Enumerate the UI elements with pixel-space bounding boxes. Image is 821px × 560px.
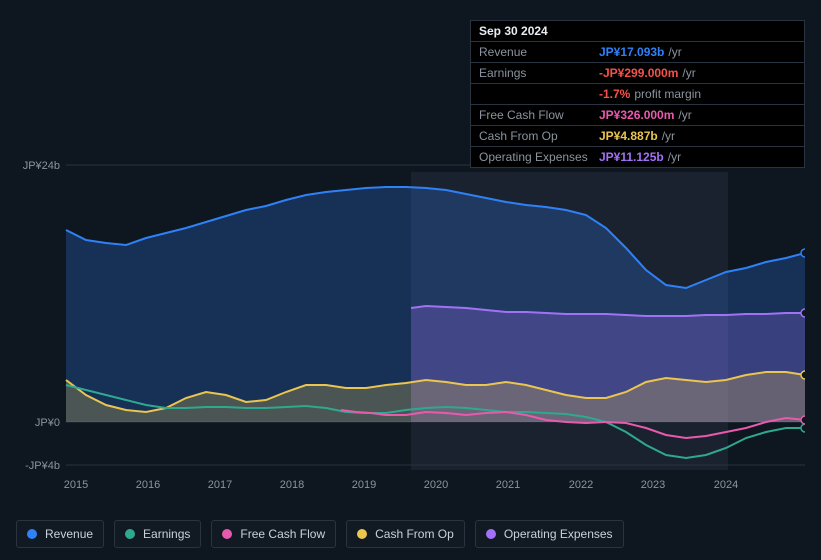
x-axis-label: 2024 [714,479,738,491]
legend-swatch [27,529,37,539]
legend-swatch [125,529,135,539]
x-axis-label: 2020 [424,479,448,491]
tooltip-row: Cash From OpJP¥4.887b/yr [471,126,804,147]
tooltip-row-value: -JP¥299.000m [599,66,678,80]
chart-legend: Revenue Earnings Free Cash Flow Cash From O… [16,520,624,548]
tooltip-row-suffix: /yr [668,45,681,59]
series-end-marker-cash-from-op [801,371,805,379]
data-tooltip: Sep 30 2024 RevenueJP¥17.093b/yrEarnings… [470,20,805,168]
tooltip-row-value: JP¥326.000m [599,108,674,122]
x-axis-label: 2016 [136,479,160,491]
legend-label: Operating Expenses [504,527,613,541]
financial-chart: JP¥24b JP¥0 -JP¥4b 2015 2016 2017 2018 2019 2020… [16,160,805,500]
x-axis-label: 2015 [64,479,88,491]
tooltip-row-suffix: /yr [678,108,691,122]
tooltip-row-value: JP¥4.887b [599,129,658,143]
legend-item-cash-from-op[interactable]: Cash From Op [346,520,465,548]
legend-swatch [222,529,232,539]
tooltip-row-label [479,87,599,101]
legend-item-operating-expenses[interactable]: Operating Expenses [475,520,624,548]
tooltip-row-label: Free Cash Flow [479,108,599,122]
x-axis-label: 2017 [208,479,232,491]
tooltip-row: RevenueJP¥17.093b/yr [471,42,804,63]
tooltip-row-value: JP¥17.093b [599,45,664,59]
legend-label: Free Cash Flow [240,527,325,541]
legend-swatch [357,529,367,539]
tooltip-row-suffix: /yr [668,150,681,164]
x-axis-label: 2023 [641,479,665,491]
series-end-marker-free-cash-flow [801,416,805,424]
tooltip-row-label: Cash From Op [479,129,599,143]
tooltip-row: Earnings-JP¥299.000m/yr [471,63,804,84]
series-end-marker-earnings [801,424,805,432]
legend-item-free-cash-flow[interactable]: Free Cash Flow [211,520,336,548]
tooltip-row-suffix: profit margin [634,87,701,101]
legend-swatch [486,529,496,539]
tooltip-row: Free Cash FlowJP¥326.000m/yr [471,105,804,126]
legend-label: Earnings [143,527,190,541]
tooltip-row-label: Revenue [479,45,599,59]
legend-label: Cash From Op [375,527,454,541]
tooltip-row-suffix: /yr [682,66,695,80]
chart-container: JP¥24b JP¥0 -JP¥4b 2015 2016 2017 2018 2019 2020… [16,160,805,540]
tooltip-row-suffix: /yr [662,129,675,143]
series-end-marker-revenue [801,249,805,257]
tooltip-date: Sep 30 2024 [479,24,548,38]
tooltip-row-value: -1.7% [599,87,630,101]
tooltip-row-label: Earnings [479,66,599,80]
x-axis-label: 2018 [280,479,304,491]
series-end-marker-operating-expenses [801,309,805,317]
tooltip-date-row: Sep 30 2024 [471,21,804,42]
x-axis-label: 2019 [352,479,376,491]
legend-item-revenue[interactable]: Revenue [16,520,104,548]
tooltip-row-value: JP¥11.125b [599,150,664,164]
x-axis-label: 2021 [496,479,520,491]
y-axis-label: JP¥0 [35,417,60,429]
tooltip-row: Operating ExpensesJP¥11.125b/yr [471,147,804,167]
y-axis-label: -JP¥4b [25,460,60,472]
legend-label: Revenue [45,527,93,541]
x-axis-label: 2022 [569,479,593,491]
y-axis-label: JP¥24b [23,160,60,172]
tooltip-row-label: Operating Expenses [479,150,599,164]
tooltip-row: -1.7% profit margin [471,84,804,105]
legend-item-earnings[interactable]: Earnings [114,520,201,548]
